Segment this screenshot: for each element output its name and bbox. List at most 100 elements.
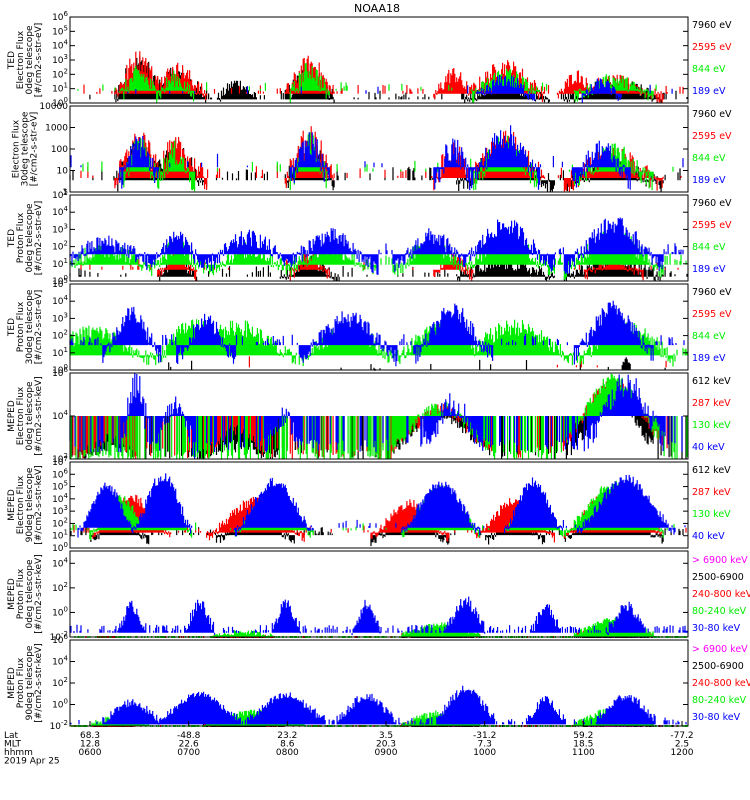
panel-4-marks [69,300,688,371]
y-tick-label: 100 [52,605,68,618]
y-axis-label-line: Electron Flux [16,30,26,89]
series-4-trace [77,473,686,538]
y-axis-label-line: MEPED [7,489,17,521]
y-tick-mantissa: 10 [52,701,64,711]
y-axis-label-line: MEPED [7,667,17,699]
x-axis-value: 1200 [671,748,694,758]
y-tick-label: 1 [62,188,68,198]
y-tick-exponent: 4 [64,409,69,417]
y-axis-label-line: Proton Flux [16,212,26,263]
y-tick-label: 101 [52,529,68,542]
figure-title: NOAA18 [354,2,400,15]
x-axis-value: 23.2 [277,731,297,741]
legend-entry: 2595 eV [692,42,732,53]
series-4-trace [127,74,673,103]
y-tick-exponent: 3 [64,504,68,512]
legend-entry: 189 eV [692,353,726,364]
y-tick-exponent: 7 [64,455,68,463]
y-tick-exponent: 4 [64,205,69,213]
y-tick-label: 101 [52,346,68,359]
x-axis-value: 0800 [276,748,299,758]
y-tick-label: 102 [52,240,68,253]
y-tick-mantissa: 10 [52,297,64,307]
y-tick-label: 105 [52,188,68,201]
y-axis-label-line: Proton Flux [16,657,26,708]
y-tick-label: 106 [52,10,68,23]
legend-entry: 80-240 keV [692,606,747,617]
y-tick-label: 10 [57,167,69,177]
y-tick-exponent: 0 [64,541,68,549]
panel-6-frame [69,461,689,549]
panel-3-marks [69,217,688,281]
y-tick-exponent: 6 [64,467,69,475]
y-tick-exponent: 1 [64,82,68,90]
y-tick-exponent: 6 [64,633,69,641]
y-tick-exponent: 0 [64,605,68,613]
y-axis-label-line: 90deg telescope [25,467,35,542]
legend-entry: 7960 eV [692,287,732,298]
y-tick-mantissa: 10 [52,532,64,542]
y-tick-mantissa: 10 [52,412,64,422]
x-axis-value: 0600 [79,748,102,758]
y-tick-label: 103 [52,222,68,235]
y-tick-mantissa: 10 [52,260,64,270]
y-axis-label-line: 30deg telescope [25,289,35,364]
y-tick-exponent: 5 [64,277,68,285]
panel-1-marks [77,51,688,103]
legend-entry: 612 keV [692,376,731,387]
y-axis-label-line: [#/cm2-s-str-keV] [34,643,44,722]
x-axis-value: 68.3 [80,731,100,741]
y-tick-exponent: 4 [64,556,69,564]
y-tick-label: 104 [52,655,68,668]
y-tick-label: 105 [52,24,68,37]
y-tick-label: 107 [52,455,68,468]
legend-entry: 189 eV [692,175,726,186]
y-tick-mantissa: 10 [52,584,64,594]
y-tick-label: 103 [52,311,68,324]
y-tick-exponent: 4 [64,39,69,47]
y-tick-label: 106 [52,467,68,480]
x-axis-value: 20.3 [376,740,396,750]
x-axis-value: 8.6 [280,740,295,750]
series-4 [77,473,686,538]
y-tick-mantissa: 10 [52,332,64,342]
y-tick-exponent: 3 [64,53,68,61]
series-5-trace [69,596,688,636]
y-tick-mantissa: 10 [52,243,64,253]
y-tick-mantissa: 10 [52,679,64,689]
y-tick-mantissa: 10 [52,636,64,646]
series-5 [70,685,687,725]
legend-entry: 240-800 keV [692,678,750,689]
y-tick-mantissa: 10 [52,366,64,376]
y-tick-mantissa: 10 [52,225,64,235]
y-axis-label-line: TED [7,51,17,70]
y-axis-label-line: 0deg telescope [25,25,35,95]
legend-entry: 40 keV [692,442,725,453]
y-axis-label-line: Proton Flux [16,301,26,352]
x-axis-row-label: hhmm [4,748,33,758]
legend-entry: 240-800 keV [692,589,750,600]
y-tick-label: 102 [52,581,68,594]
series-4 [70,125,684,191]
y-axis-label-line: MEPED [7,578,17,610]
series-2 [248,356,667,368]
series-5 [69,596,688,636]
y-tick-exponent: 2 [64,516,68,524]
legend-entry: 30-80 keV [692,623,741,634]
legend-entry: 2595 eV [692,220,732,231]
y-tick-mantissa: 10 [52,27,64,37]
y-tick-mantissa: 10 [52,349,64,359]
y-axis-label-line: [#/cm2-s-str-keV] [34,376,44,455]
y-tick-exponent: 0 [64,274,68,282]
y-tick-mantissa: 10 [52,191,64,201]
y-tick-label: 106 [52,366,68,379]
series-3 [82,132,674,192]
y-tick-label: 100 [52,541,68,554]
y-tick-label: 104 [52,492,68,505]
legend-entry: 30-80 keV [692,712,741,723]
panel-8-marks [70,685,688,727]
